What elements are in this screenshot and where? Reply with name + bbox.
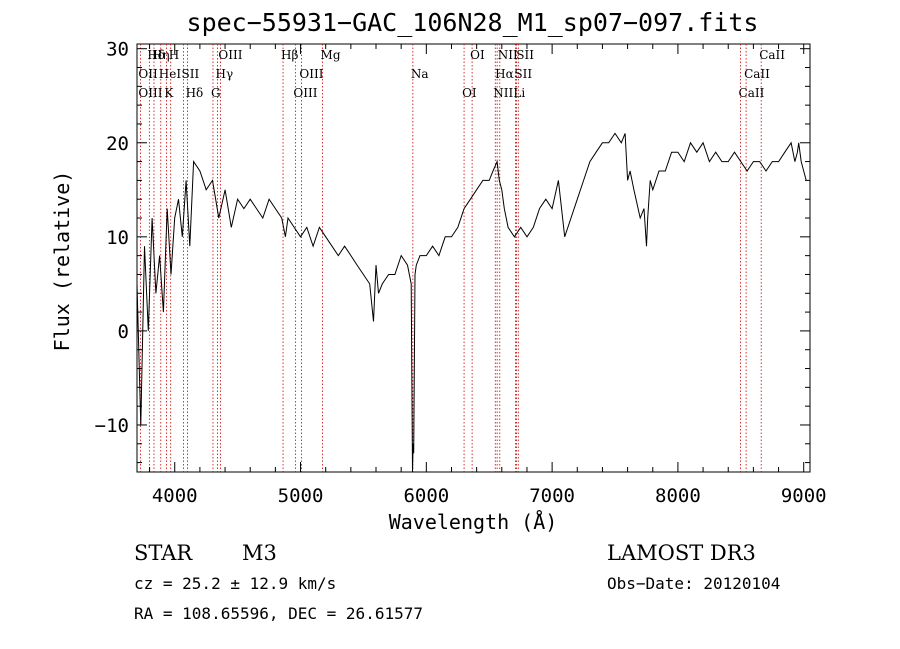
spectral-line-label: NII: [498, 48, 518, 62]
series-layer: [137, 132, 807, 472]
spectral-line-label: CaII: [759, 48, 785, 62]
spectral-line-label: G: [211, 86, 221, 100]
spectral-line-label: OIII: [299, 67, 323, 81]
line-labels-layer: HδOIIOIIIHηHeIKHSIIHδOIIIHγGHβOIIIOIIIMg…: [138, 48, 785, 100]
spectral-line-label: CaII: [744, 67, 770, 81]
ra-dec-coordinates: RA = 108.65596, DEC = 26.61577: [134, 604, 423, 623]
spectral-line-label: OIII: [138, 86, 162, 100]
spectral-line-label: Hδ: [186, 86, 204, 100]
spectral-line-label: Hγ: [216, 67, 234, 81]
y-tick-label: −10: [95, 415, 129, 437]
spectral-line-label: Li: [513, 86, 525, 100]
spectral-line-label: Hη: [152, 48, 170, 62]
y-tick-label: 20: [106, 133, 129, 155]
survey-name: LAMOST DR3: [607, 541, 756, 565]
x-axis-label: Wavelength (Å): [388, 510, 558, 534]
spectral-line-label: OI: [470, 48, 485, 62]
spectral-line-label: OIII: [218, 48, 242, 62]
spectral-line-label: Mg: [321, 48, 341, 62]
chart-title: spec−55931−GAC_106N28_M1_sp07−097.fits: [186, 8, 759, 37]
spectral-line-label: K: [164, 86, 174, 100]
spectral-line-label: Hα: [495, 67, 514, 81]
spectral-line-label: Na: [411, 67, 429, 81]
observation-date: Obs−Date: 20120104: [607, 574, 781, 593]
x-tick-label: 7000: [529, 485, 575, 507]
series-line-flux: [137, 132, 807, 472]
x-tick-label: 5000: [278, 485, 324, 507]
object-class: STAR: [134, 541, 193, 565]
plot-frame: [136, 43, 811, 473]
spectral-line-label: Hδ: [147, 48, 165, 62]
spectral-line-label: OIII: [293, 86, 317, 100]
redshift-cz: cz = 25.2 ± 12.9 km/s: [134, 574, 337, 593]
spectral-lines-layer: [139, 44, 762, 472]
y-tick-label: 10: [106, 227, 129, 249]
axis-layer: 4000 5000 6000 7000 8000 9000 −10 0 10 20 30: [95, 39, 827, 507]
y-tick-label: 0: [118, 321, 129, 343]
x-tick-label: 9000: [781, 485, 827, 507]
spectral-line-label: OI: [462, 86, 477, 100]
spectral-line-label: Hβ: [281, 48, 298, 62]
object-subclass: M3: [242, 541, 277, 565]
spectral-line-label: SII: [182, 67, 200, 81]
y-tick-label: 30: [106, 39, 129, 61]
spectral-line-label: NII: [493, 86, 513, 100]
x-tick-label: 4000: [152, 485, 198, 507]
x-tick-label: 6000: [403, 485, 449, 507]
spectral-line-label: OII: [138, 67, 158, 81]
spectral-line-label: CaII: [739, 86, 765, 100]
spectral-line-label: HeI: [159, 67, 182, 81]
x-tick-label: 8000: [655, 485, 701, 507]
spectral-line-label: SII: [516, 48, 534, 62]
spectral-line-label: H: [169, 48, 179, 62]
y-axis-label: Flux (relative): [50, 170, 74, 352]
spectral-line-label: SII: [514, 67, 532, 81]
